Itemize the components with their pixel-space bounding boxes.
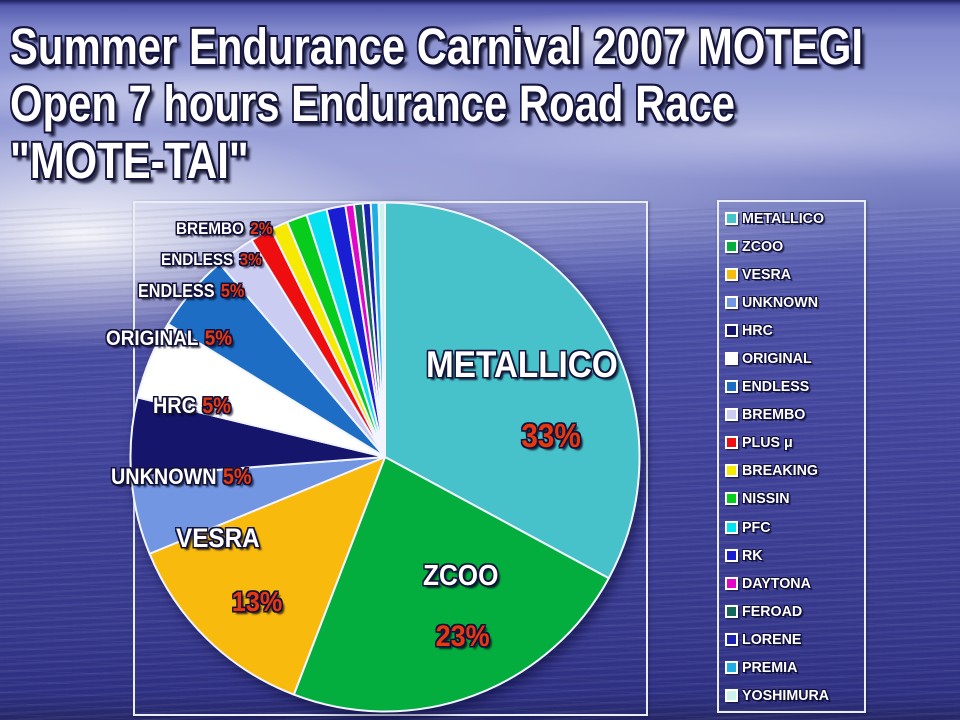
title-line-2: Open 7 hours Endurance Road Race <box>10 75 736 132</box>
legend-swatch <box>725 576 738 590</box>
legend-item: LORENE <box>725 631 862 648</box>
slice-label-percent: 5% <box>204 327 233 350</box>
slice-label-endless-3: ENDLESS 3% <box>161 250 262 270</box>
legend-item: ENDLESS <box>725 378 862 395</box>
legend-swatch <box>725 240 738 254</box>
slice-label-percent: 33% <box>521 417 581 454</box>
slice-label-text: VESRA <box>176 523 260 553</box>
legend-label: NISSIN <box>742 490 790 508</box>
legend-label: VESRA <box>742 266 792 284</box>
legend-item: PFC <box>725 519 862 536</box>
title-line-3: "MOTE-TAI" <box>10 132 249 189</box>
legend-label: PLUS μ <box>742 434 793 452</box>
pie-slice-yoshimura <box>377 201 386 458</box>
legend-label: ORIGINAL <box>742 350 812 368</box>
legend-item: HRC <box>725 322 862 339</box>
legend-label: METALLICO <box>742 210 825 227</box>
legend-item: RK <box>725 547 862 564</box>
slice-label-original: ORIGINAL 5% <box>106 327 232 351</box>
chart-legend: METALLICO ZCOO VESRA UNKNOWN HRC ORIGINAL ENDL… <box>717 200 866 713</box>
legend-swatch <box>725 352 738 366</box>
pie-chart <box>129 201 641 713</box>
pie-slice-metallico <box>384 201 641 580</box>
legend-swatch <box>725 492 738 506</box>
legend-swatch <box>725 268 738 282</box>
legend-swatch <box>725 520 738 534</box>
legend-label: RK <box>742 546 763 564</box>
legend-label: LORENE <box>742 630 802 648</box>
legend-label: ZCOO <box>742 238 784 256</box>
pie-slice-vesra <box>148 456 386 696</box>
legend-swatch <box>725 212 738 225</box>
slice-label-text: METALLICO <box>426 344 618 385</box>
slice-label-text: ZCOO <box>423 560 499 592</box>
slice-label-endless-5: ENDLESS 5% <box>138 281 244 302</box>
legend-item: ORIGINAL <box>725 350 862 367</box>
legend-swatch <box>725 632 738 646</box>
legend-item: METALLICO <box>725 210 862 227</box>
slice-label-hrc: HRC 5% <box>153 393 231 419</box>
slice-label-percent: 13% <box>231 586 283 617</box>
legend-item: YOSHIMURA <box>725 687 862 704</box>
legend-swatch <box>725 324 738 338</box>
legend-swatch <box>725 548 738 562</box>
slice-label-text: ORIGINAL <box>106 327 199 350</box>
legend-item: VESRA <box>725 266 862 283</box>
legend-label: PREMIA <box>742 658 798 676</box>
slice-label-vesra: VESRA 13% <box>176 523 282 618</box>
legend-item: NISSIN <box>725 490 862 507</box>
slice-label-percent: 23% <box>435 620 490 653</box>
legend-item: FEROAD <box>725 603 862 620</box>
legend-swatch <box>725 380 738 394</box>
slice-label-brembo: BREMBO 2% <box>176 219 272 239</box>
legend-item: PLUS μ <box>725 434 862 451</box>
slice-label-text: ENDLESS <box>161 250 234 269</box>
legend-label: UNKNOWN <box>742 294 818 312</box>
title-line-1: Summer Endurance Carnival 2007 MOTEGI <box>10 18 863 75</box>
legend-swatch <box>725 660 738 674</box>
slice-label-percent: 5% <box>220 281 245 301</box>
legend-label: ENDLESS <box>742 378 810 396</box>
slice-label-percent: 3% <box>239 250 262 269</box>
legend-label: PFC <box>742 518 771 536</box>
legend-label: HRC <box>742 322 773 340</box>
slice-label-metallico: METALLICO 33% <box>426 344 618 455</box>
slice-label-percent: 5% <box>222 464 252 489</box>
slice-label-text: BREMBO <box>176 219 245 238</box>
slide-title: Summer Endurance Carnival 2007 MOTEGI Op… <box>10 18 863 189</box>
slice-label-text: UNKNOWN <box>111 464 217 489</box>
legend-item: BREMBO <box>725 406 862 423</box>
legend-label: BREAKING <box>742 462 819 480</box>
slice-label-zcoo: ZCOO 23% <box>423 560 498 654</box>
legend-label: FEROAD <box>742 602 803 620</box>
legend-swatch <box>725 408 738 422</box>
legend-label: DAYTONA <box>742 574 811 592</box>
legend-swatch <box>725 688 738 702</box>
legend-item: PREMIA <box>725 659 862 676</box>
legend-label: YOSHIMURA <box>742 686 830 704</box>
legend-swatch <box>725 296 738 310</box>
legend-item: BREAKING <box>725 462 862 479</box>
slice-label-percent: 5% <box>202 393 231 418</box>
slice-label-percent: 2% <box>250 219 273 238</box>
legend-swatch <box>725 436 738 450</box>
legend-label: BREMBO <box>742 406 806 424</box>
legend-item: UNKNOWN <box>725 294 862 311</box>
legend-item: DAYTONA <box>725 575 862 592</box>
legend-swatch <box>725 604 738 618</box>
slice-label-unknown: UNKNOWN 5% <box>111 464 252 490</box>
pie-slice-zcoo <box>292 456 610 713</box>
slice-label-text: ENDLESS <box>138 281 215 301</box>
legend-swatch <box>725 464 738 478</box>
legend-item: ZCOO <box>725 238 862 255</box>
slice-label-text: HRC <box>153 393 196 418</box>
